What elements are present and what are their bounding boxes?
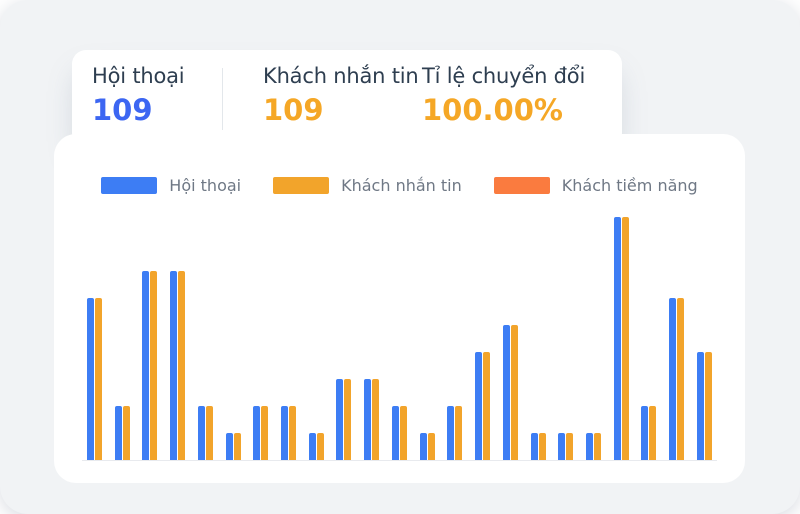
legend-label-0: Hội thoại [169,176,242,195]
stat-conversion-rate: Tỉ lệ chuyển đổi 100.00% [422,61,585,129]
bar-series0-cat12[interactable] [419,433,427,460]
bar-series1-cat19[interactable] [621,217,629,460]
bar-series1-cat13[interactable] [455,406,463,460]
bar-series1-cat22[interactable] [704,352,712,460]
stat-conversion-rate-label: Tỉ lệ chuyển đổi [422,64,586,88]
bar-group-0 [87,208,102,460]
legend-swatch-1 [273,177,330,194]
bar-series1-cat11[interactable] [399,406,407,460]
bar-series1-cat16[interactable] [538,433,546,460]
bar-series0-cat3[interactable] [170,271,178,460]
bar-group-19 [613,208,629,460]
bar-group-7 [281,208,297,460]
bar-group-10 [364,208,380,460]
legend-item-0[interactable]: Hội thoại [101,176,241,195]
bar-group-1 [114,208,130,460]
stat-messaging-customers-value: 109 [263,93,324,127]
bar-group-17 [558,208,574,460]
stat-conversations-value: 109 [92,93,153,127]
bar-series0-cat22[interactable] [696,352,704,460]
bar-series0-cat4[interactable] [197,406,205,460]
bar-series1-cat7[interactable] [289,406,297,460]
bar-group-5 [225,208,241,460]
bar-series1-cat8[interactable] [316,433,324,460]
bar-group-22 [696,208,712,460]
bar-series1-cat10[interactable] [372,379,380,460]
bar-group-12 [419,208,435,460]
chart-x-axis-line [82,460,717,461]
stat-conversations-label: Hội thoại [92,64,185,88]
bar-series0-cat9[interactable] [336,379,344,460]
bar-series0-cat7[interactable] [281,406,289,460]
bar-group-13 [447,208,463,460]
legend-swatch-0 [101,177,158,194]
bar-chart-panel: Hội thoại Khách nhắn tin Khách tiềm năng [54,134,745,483]
stat-divider [222,68,223,130]
bar-group-14 [475,208,491,460]
bar-series0-cat16[interactable] [530,433,538,460]
bar-series0-cat2[interactable] [142,271,150,460]
bar-series1-cat0[interactable] [95,298,102,460]
bar-group-4 [197,208,213,460]
bar-group-18 [585,208,601,460]
bar-series0-cat6[interactable] [253,406,261,460]
bar-series0-cat8[interactable] [308,433,316,460]
bar-series0-cat19[interactable] [613,217,621,460]
bar-group-9 [336,208,352,460]
chart-legend: Hội thoại Khách nhắn tin Khách tiềm năng [54,176,745,195]
bar-group-8 [308,208,324,460]
bar-series0-cat10[interactable] [364,379,372,460]
bar-group-2 [142,208,158,460]
bar-series1-cat15[interactable] [510,325,518,460]
bar-series0-cat13[interactable] [447,406,455,460]
bar-series0-cat1[interactable] [114,406,122,460]
legend-label-2: Khách tiềm năng [561,176,698,195]
bar-series1-cat5[interactable] [233,433,241,460]
bar-group-15 [502,208,518,460]
bar-series0-cat15[interactable] [502,325,510,460]
bar-group-20 [641,208,657,460]
bar-series1-cat21[interactable] [677,298,685,460]
stat-conversion-rate-value: 100.00% [422,93,563,127]
bar-group-3 [170,208,186,460]
bar-series1-cat3[interactable] [178,271,186,460]
bar-series0-cat20[interactable] [641,406,649,460]
stat-conversations: Hội thoại 109 [92,61,185,129]
bar-group-11 [391,208,407,460]
bar-series0-cat0[interactable] [87,298,94,460]
bar-series1-cat14[interactable] [483,352,491,460]
bar-series1-cat17[interactable] [566,433,574,460]
legend-item-1[interactable]: Khách nhắn tin [273,176,462,195]
bar-series0-cat17[interactable] [558,433,566,460]
bar-series0-cat21[interactable] [669,298,677,460]
bar-series1-cat12[interactable] [427,433,435,460]
bar-series1-cat6[interactable] [261,406,269,460]
stat-messaging-customers: Khách nhắn tin 109 [263,61,419,129]
legend-item-2[interactable]: Khách tiềm năng [493,176,698,195]
bar-series1-cat20[interactable] [649,406,657,460]
bar-series0-cat18[interactable] [585,433,593,460]
bar-group-16 [530,208,546,460]
bar-series1-cat2[interactable] [150,271,158,460]
legend-label-1: Khách nhắn tin [341,176,462,195]
summary-stats-card: Hội thoại 109 Khách nhắn tin 109 Tỉ lệ c… [72,50,622,147]
bar-series1-cat4[interactable] [205,406,213,460]
chart-plot-area [87,208,712,460]
bar-series0-cat5[interactable] [225,433,233,460]
bar-series1-cat9[interactable] [344,379,352,460]
bar-group-6 [253,208,269,460]
bar-group-21 [669,208,685,460]
stat-messaging-customers-label: Khách nhắn tin [263,64,419,88]
legend-swatch-2 [493,177,550,194]
bar-series0-cat11[interactable] [391,406,399,460]
bar-series0-cat14[interactable] [475,352,483,460]
bar-series1-cat1[interactable] [122,406,130,460]
bar-series1-cat18[interactable] [593,433,601,460]
